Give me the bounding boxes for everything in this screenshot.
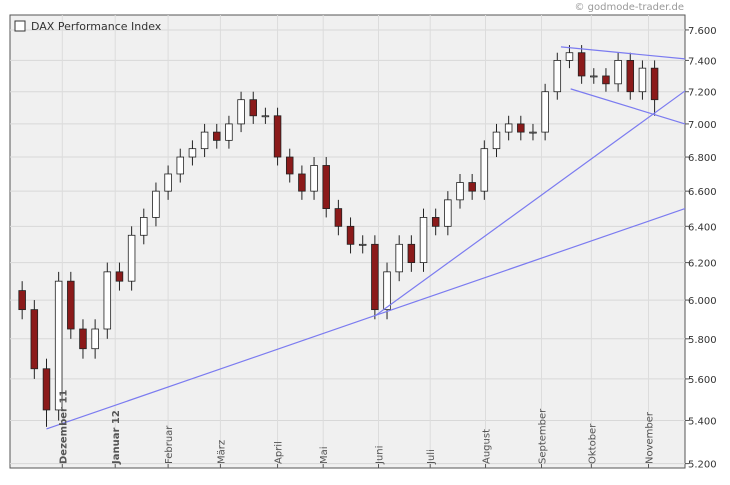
candle-body [127,234,136,282]
candle-body [115,271,124,282]
y-tick-label: 7.200 [688,88,717,99]
y-tick-label: 5.800 [688,335,717,346]
candle-body [626,60,635,93]
chart-title: DAX Performance Index [31,20,162,33]
candle-body [371,243,379,311]
x-tick-label: April [274,441,285,464]
source: © godmode-trader.de [575,2,685,13]
candle-body [225,123,233,141]
candle-body [18,290,26,311]
candle-body [480,148,489,192]
y-tick-label: 7.600 [688,26,717,37]
candle-body [650,67,659,101]
candle-body [273,115,282,158]
candle-body [638,67,647,93]
marks [18,45,686,430]
y-tick-label: 6.600 [688,187,717,198]
candle-body [504,123,513,133]
candle-body [407,243,416,263]
candle-body [285,156,294,175]
candle-body [249,99,257,117]
x-tick-label: Juli [426,449,437,465]
candle-body [79,328,87,350]
candle-body [261,115,270,118]
candle-body [310,165,318,192]
candle-body [468,182,476,192]
candle-body [553,60,562,93]
y-tick-label: 5.600 [688,375,717,386]
candle-body [298,173,306,192]
x-tick-label: November [645,411,656,464]
candle-body [322,165,330,210]
candle-body [54,280,63,411]
trendline [374,90,686,317]
trendline [570,88,686,125]
y-tick-label: 7.400 [688,56,717,67]
candle-body [140,217,148,236]
candle-body [346,225,355,245]
candle-body [213,131,221,141]
candle-body [529,131,537,134]
candle-body [541,91,549,133]
candle-body [431,217,440,227]
candle-body [164,173,172,192]
candle-body [614,60,622,85]
candle-body [200,131,209,150]
trendline [560,46,686,60]
candle-body [383,271,391,311]
y-tick-label: 5.200 [688,460,717,471]
x-tick-label: Mai [319,446,330,464]
x-tick-label: Dezember 11 [58,390,69,464]
candle-body [103,271,112,330]
x-tick-label: März [216,440,227,464]
x-tick-label: Oktober [587,423,598,464]
x-tick-label: Juni [375,446,386,465]
candle-body [30,309,39,370]
y-tick-label: 6.400 [688,222,717,233]
candle-body [577,52,586,77]
candle-body [152,190,160,218]
candle-body [590,75,598,78]
x-tick-label: Januar 12 [111,410,122,465]
y-tick-label: 6.000 [688,296,717,307]
candle-body [358,243,367,246]
candle-body [67,280,75,330]
candle-body [517,123,525,133]
trendline [46,208,686,430]
candle-body [444,199,452,227]
y-tick-label: 6.800 [688,153,717,164]
candle-body [237,99,245,125]
y-tick-label: 5.400 [688,416,717,427]
y-tick-label: 7.000 [688,120,717,131]
candle-body [602,75,610,85]
x-tick-label: Februar [164,425,175,464]
grid [10,15,689,468]
candle-body [492,131,501,150]
candle-body [395,243,403,273]
candle-body [91,328,99,350]
candle-body [456,182,464,201]
x-tick-label: September [537,408,548,464]
y-tick-label: 6.200 [688,259,717,270]
candle-body [419,217,428,263]
candle-body [188,148,197,158]
candle-body [176,156,185,175]
candle-body [42,368,51,411]
candle-body [565,52,574,61]
x-tick-label: August [482,429,493,464]
candle-body [334,208,343,227]
legend-box [14,20,26,32]
